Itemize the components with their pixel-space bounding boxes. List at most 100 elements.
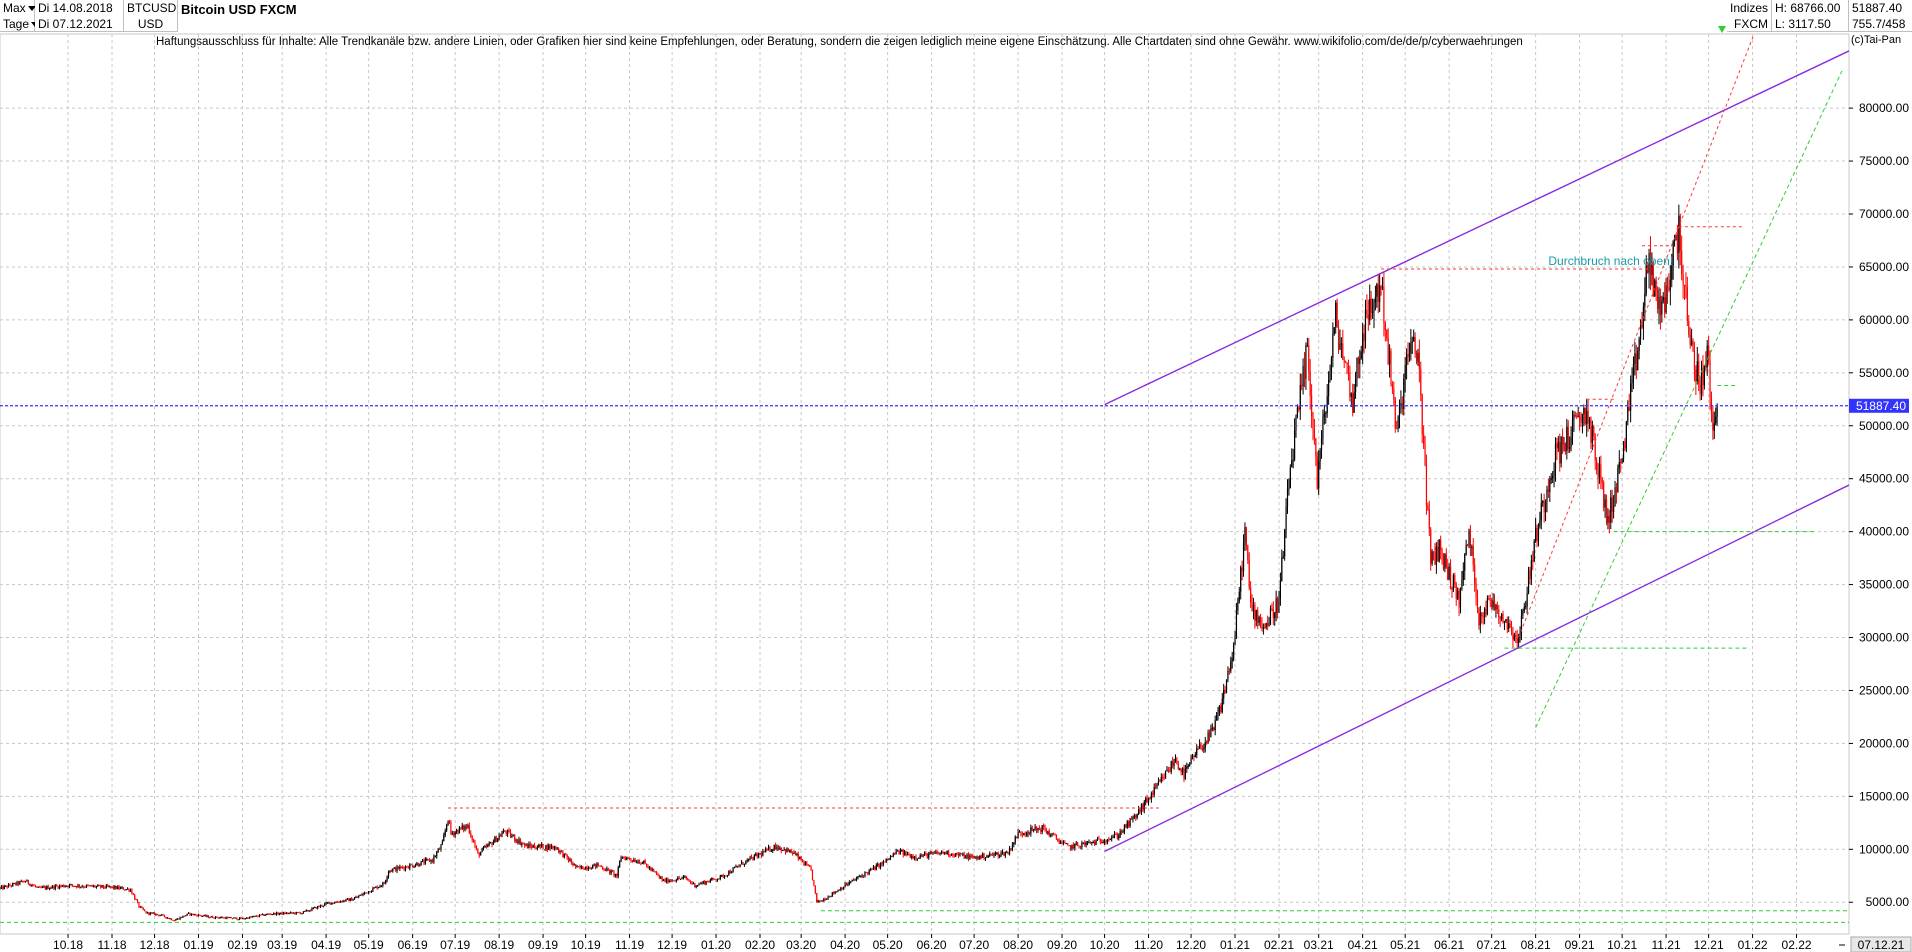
candle-body	[549, 845, 551, 849]
candle	[253, 915, 255, 918]
candle-body	[1486, 598, 1489, 615]
candle-body	[1108, 839, 1110, 841]
x-tick-label: 06.21	[1434, 938, 1464, 952]
candle	[416, 861, 418, 866]
candle-body	[882, 861, 884, 865]
candle-body	[953, 855, 955, 857]
x-tick-label: 10.19	[571, 938, 601, 952]
candle	[1241, 560, 1243, 581]
candle	[118, 885, 120, 891]
last-panel: 51887.40 755.7/458	[1849, 0, 1912, 32]
candle	[1240, 565, 1242, 600]
candle	[1264, 623, 1266, 629]
high-low-panel: H: 68766.00 L: 3117.50	[1772, 0, 1849, 32]
candle-body	[239, 917, 241, 920]
candle-body	[51, 885, 54, 888]
candle	[141, 905, 143, 909]
candle	[1591, 420, 1593, 451]
candle	[1506, 616, 1508, 634]
range-select[interactable]: Max	[0, 0, 36, 16]
candle-body	[1259, 617, 1262, 624]
candle	[872, 865, 875, 871]
candle	[1587, 399, 1589, 432]
candle	[455, 828, 458, 834]
candle	[1661, 295, 1663, 323]
candle	[697, 884, 699, 887]
candle-body	[260, 914, 262, 916]
candle-body	[637, 861, 639, 863]
candle-body	[1371, 312, 1374, 314]
candle-body	[611, 870, 614, 872]
candle-body	[787, 848, 789, 852]
candle	[1590, 416, 1592, 450]
candle-body	[491, 842, 493, 845]
candle	[168, 917, 170, 919]
exchange-label: FXCM	[1734, 17, 1768, 31]
candle-body	[416, 863, 418, 866]
candle	[982, 852, 984, 858]
candle-body	[691, 882, 693, 884]
x-tick-label: 05.19	[354, 938, 384, 952]
candle	[769, 845, 771, 852]
candle	[71, 884, 73, 888]
candle	[1478, 607, 1480, 630]
candle	[729, 869, 731, 874]
candle	[882, 859, 884, 867]
candle	[321, 904, 323, 907]
candle	[1583, 404, 1585, 427]
candle-body	[1438, 539, 1440, 562]
candle	[1384, 320, 1386, 342]
candle	[1645, 255, 1647, 297]
candle-body	[1102, 842, 1104, 844]
candle-body	[1120, 831, 1123, 833]
candle	[1088, 839, 1090, 844]
candle	[1030, 824, 1032, 837]
candle-body	[57, 886, 59, 889]
candle	[472, 838, 475, 843]
candle-body	[1173, 762, 1175, 766]
candle-body	[806, 862, 808, 866]
candle-body	[366, 892, 368, 894]
candle-body	[1345, 361, 1347, 363]
candle-body	[270, 914, 272, 916]
candle-body	[250, 916, 252, 918]
candle	[212, 915, 214, 919]
candle-body	[1471, 546, 1473, 548]
candle-body	[745, 860, 747, 865]
marker-icon	[1718, 26, 1726, 33]
candle-body	[1377, 284, 1379, 303]
copyright-text: (c)Tai-Pan	[1851, 34, 1902, 46]
candle-body	[70, 884, 72, 886]
candle-body	[973, 856, 975, 858]
candle-body	[1581, 414, 1584, 423]
candle	[712, 877, 714, 881]
candle-body	[763, 851, 765, 853]
candle-body	[1017, 831, 1019, 839]
candle-body	[382, 882, 384, 886]
candle	[480, 851, 482, 856]
candle	[1176, 756, 1178, 765]
candle	[1681, 235, 1683, 281]
candle	[965, 854, 967, 859]
candle-body	[621, 856, 624, 858]
candle	[1112, 834, 1114, 839]
candle-body	[1306, 345, 1308, 347]
candle-body	[972, 856, 974, 858]
candle	[256, 914, 258, 917]
candle-body	[312, 907, 314, 909]
candle-body	[1587, 410, 1589, 424]
candle	[135, 898, 137, 901]
candle-body	[807, 865, 809, 867]
candle-body	[407, 867, 409, 869]
candle	[902, 848, 904, 858]
candle	[948, 850, 950, 857]
candle	[538, 843, 540, 848]
candle-body	[1176, 758, 1178, 764]
candle-body	[1688, 321, 1690, 335]
candle	[1613, 495, 1615, 519]
candle-body	[1712, 412, 1714, 431]
candle-body	[1424, 444, 1426, 465]
plot-border	[0, 33, 1850, 935]
x-tick-label: 09.21	[1565, 938, 1595, 952]
